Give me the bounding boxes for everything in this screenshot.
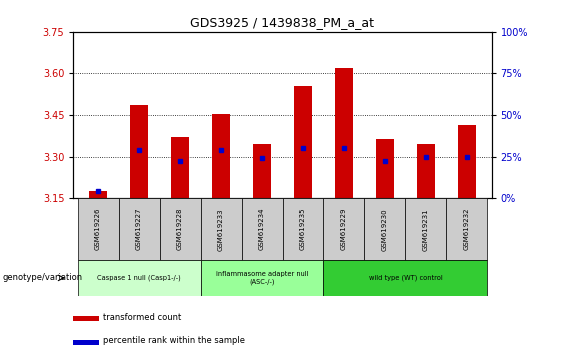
Bar — [253, 144, 271, 198]
Text: GSM619233: GSM619233 — [218, 208, 224, 251]
Text: GSM619228: GSM619228 — [177, 208, 183, 251]
Bar — [171, 137, 189, 198]
Text: genotype/variation: genotype/variation — [3, 273, 83, 282]
Bar — [119, 198, 159, 260]
Text: percentile rank within the sample: percentile rank within the sample — [103, 336, 245, 346]
Bar — [446, 198, 488, 260]
Text: Caspase 1 null (Casp1-/-): Caspase 1 null (Casp1-/-) — [97, 275, 181, 281]
Bar — [458, 125, 476, 198]
Bar — [201, 198, 241, 260]
Text: GSM619231: GSM619231 — [423, 208, 429, 251]
Text: transformed count: transformed count — [103, 313, 181, 321]
Bar — [130, 105, 148, 198]
Bar — [324, 260, 488, 296]
Text: GSM619235: GSM619235 — [300, 208, 306, 251]
Bar — [282, 198, 324, 260]
Text: inflammasome adapter null
(ASC-/-): inflammasome adapter null (ASC-/-) — [216, 271, 308, 285]
Bar — [364, 198, 406, 260]
Bar — [241, 198, 282, 260]
Text: wild type (WT) control: wild type (WT) control — [368, 275, 442, 281]
Bar — [324, 198, 364, 260]
Bar — [334, 68, 353, 198]
Bar — [77, 198, 119, 260]
Bar — [159, 198, 201, 260]
Text: GSM619234: GSM619234 — [259, 208, 265, 251]
Title: GDS3925 / 1439838_PM_a_at: GDS3925 / 1439838_PM_a_at — [190, 16, 375, 29]
Bar — [376, 139, 394, 198]
Text: GSM619226: GSM619226 — [95, 208, 101, 251]
Bar — [417, 144, 435, 198]
Text: GSM619229: GSM619229 — [341, 208, 347, 251]
Bar — [201, 260, 324, 296]
Text: GSM619232: GSM619232 — [464, 208, 470, 251]
Bar — [212, 114, 231, 198]
Text: GSM619230: GSM619230 — [382, 208, 388, 251]
Bar — [73, 340, 98, 345]
Text: GSM619227: GSM619227 — [136, 208, 142, 251]
Bar — [406, 198, 446, 260]
Bar — [89, 191, 107, 198]
Bar — [77, 260, 201, 296]
Bar — [294, 86, 312, 198]
Bar — [73, 316, 98, 321]
